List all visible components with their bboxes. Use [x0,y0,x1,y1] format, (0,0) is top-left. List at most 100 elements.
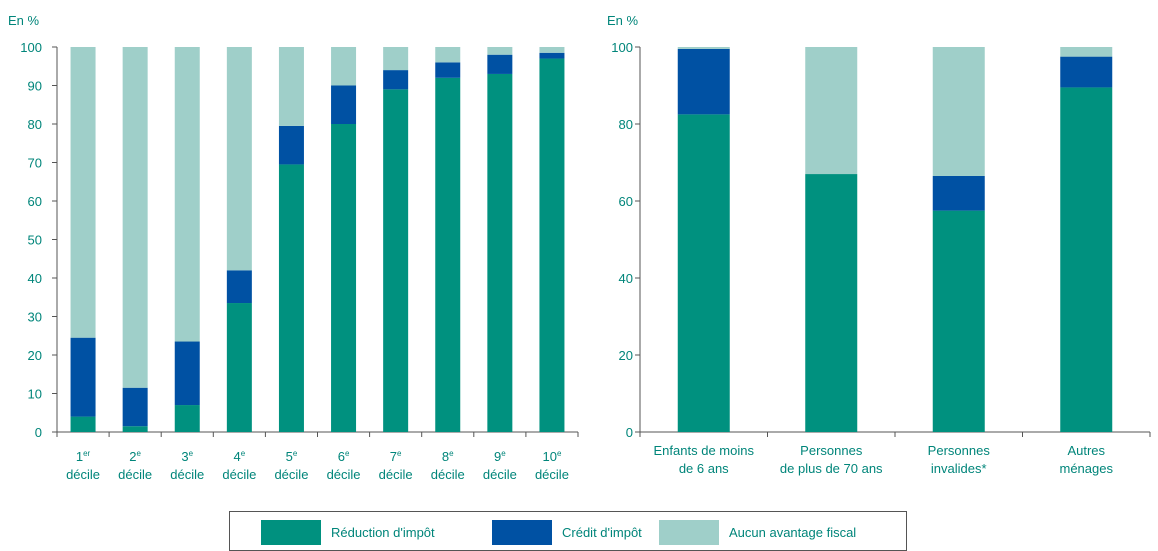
x-category-ordinal: e [397,449,402,458]
x-category-label: Personnes [800,443,863,458]
x-category-ordinal: e [137,449,142,458]
x-category-ordinal: e [293,449,298,458]
bar-aucun [331,47,357,86]
x-category-label: 6e [338,449,350,464]
y-tick-label: 60 [28,194,42,209]
x-category-number: 6 [338,449,345,464]
bar-credit [677,48,730,115]
bar-credit [539,52,565,59]
bar-reduction [539,58,565,433]
bar-aucun [278,47,304,126]
bar-aucun [435,47,461,63]
x-category-label: Autres [1067,443,1105,458]
bar-credit [1060,56,1113,88]
x-category-label: invalides* [931,461,987,476]
bar-reduction [70,416,96,432]
x-category-label: 4e [234,449,246,464]
bar-reduction [122,426,148,432]
legend-swatch-credit [492,520,552,545]
x-category-label: de 6 ans [679,461,729,476]
x-category-label: 7e [390,449,402,464]
y-tick-label: 20 [28,348,42,363]
bar-aucun [539,47,565,53]
bar-aucun [805,47,858,175]
legend-item-aucun: Aucun avantage fiscal [659,520,856,545]
x-category-ordinal: e [345,449,350,458]
x-category-word: décile [379,467,413,482]
bar-reduction [278,164,304,433]
unit-label: En % [607,13,639,28]
x-category-ordinal: e [189,449,194,458]
bar-credit [278,125,304,165]
bar-credit [383,70,409,90]
y-tick-label: 0 [626,425,633,440]
x-category-label: 10e [542,449,561,464]
x-category-ordinal: er [83,449,90,458]
y-tick-label: 0 [35,425,42,440]
x-category-label: 8e [442,449,454,464]
legend-label-aucun: Aucun avantage fiscal [729,525,857,540]
x-category-word: décile [431,467,465,482]
bar-reduction [805,174,858,433]
x-category-ordinal: e [449,449,454,458]
bar-credit [226,270,252,304]
x-category-label: de plus de 70 ans [780,461,883,476]
bar-aucun [932,47,985,176]
chart-2: En % 0 20 40 60 80 100 Enfants de moins de 6 ans… [607,13,1151,476]
chart-1: En %01020304050607080901001erdécile2edéc… [8,13,579,482]
legend-label-reduction: Réduction d'impôt [331,525,435,540]
x-category-label: 5e [286,449,298,464]
y-tick-label: 20 [619,348,633,363]
y-tick-label: 70 [28,156,42,171]
x-category-number: 4 [234,449,241,464]
x-category-number: 1 [76,449,83,464]
y-tick-label: 30 [28,310,42,325]
bar-reduction [331,124,357,432]
x-category-word: décile [170,467,204,482]
bar-credit [122,387,148,427]
bar-aucun [677,47,730,49]
y-tick-label: 40 [28,271,42,286]
bar-reduction [1060,87,1113,433]
y-tick-label: 80 [619,117,633,132]
x-category-word: décile [222,467,256,482]
bar-reduction [383,89,409,432]
x-category-number: 2 [129,449,136,464]
x-category-number: 9 [494,449,501,464]
bar-reduction [932,210,985,432]
x-category-number: 5 [286,449,293,464]
bar-aucun [174,47,200,342]
legend-item-reduction: Réduction d'impôt [261,520,435,545]
bar-credit [174,341,200,406]
bar-aucun [70,47,96,338]
y-tick-label: 100 [611,40,633,55]
x-category-label: 3e [181,449,193,464]
x-category-label: ménages [1060,461,1114,476]
x-category-label: 9e [494,449,506,464]
bar-credit [331,85,357,124]
x-category-word: décile [535,467,569,482]
x-category-label: 1er [76,449,91,464]
legend-item-credit: Crédit d'impôt [492,520,642,545]
legend-swatch-reduction [261,520,321,545]
bar-aucun [226,47,252,271]
unit-label: En % [8,13,40,28]
x-category-word: décile [118,467,152,482]
bar-reduction [435,77,461,433]
y-tick-label: 80 [28,117,42,132]
y-tick-label: 90 [28,79,42,94]
x-category-word: décile [274,467,308,482]
x-category-word: décile [327,467,361,482]
bar-credit [487,54,513,74]
x-category-word: décile [66,467,100,482]
y-tick-label: 40 [619,271,633,286]
legend: Réduction d'impôt Crédit d'impôt Aucun a… [229,511,907,551]
bar-credit [932,175,985,211]
x-category-ordinal: e [501,449,506,458]
x-category-word: décile [483,467,517,482]
bar-aucun [1060,47,1113,57]
bar-credit [70,337,96,417]
x-category-ordinal: e [241,449,246,458]
legend-label-credit: Crédit d'impôt [562,525,642,540]
